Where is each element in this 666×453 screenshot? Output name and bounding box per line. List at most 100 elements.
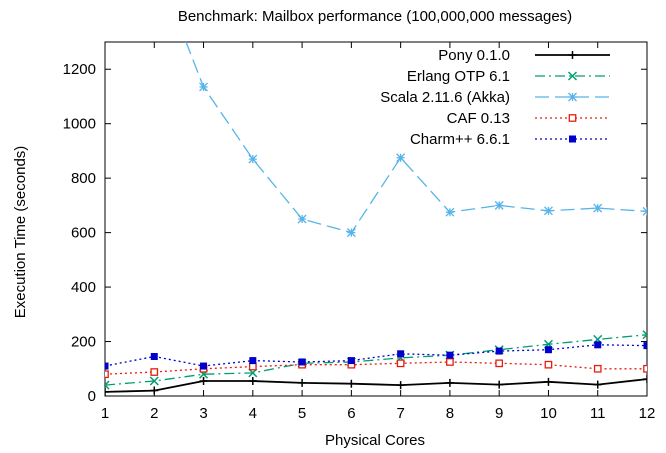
data-point [249,357,257,365]
plus-marker [298,378,307,387]
data-point [105,387,109,396]
data-point [200,362,208,370]
data-point [593,380,602,389]
data-point [298,358,306,366]
legend-label: Scala 2.11.6 (Akka) [380,89,510,106]
open-square-marker [396,359,405,368]
x-tick-label: 2 [150,405,158,422]
data-point [150,368,159,376]
y-tick-label: 600 [71,225,96,242]
star-marker [346,228,356,238]
data-series-group [105,42,647,396]
x-axis-title: Physical Cores [325,432,425,449]
data-point [150,353,158,361]
data-point [643,342,647,350]
data-point [594,341,602,349]
plus-marker [643,375,647,384]
open-square-marker [105,370,109,379]
legend-item-4: Charm++ 6.6.1 [410,131,610,148]
star-marker [297,214,307,224]
x-marker [149,376,159,386]
y-tick-label: 1200 [63,61,96,78]
data-point [495,359,504,368]
legend-marker [568,114,577,122]
filled-square-marker [544,346,552,354]
plus-marker [593,380,602,389]
open-square-marker [643,364,647,373]
data-point [347,357,355,365]
data-point [248,377,257,386]
data-point [105,380,110,390]
data-point [643,375,647,384]
plus-marker [495,380,504,389]
series-line [105,378,647,393]
legend-marker [568,92,577,102]
filled-square-marker [105,362,109,370]
plus-marker [544,377,553,386]
filled-square-marker [200,362,208,370]
open-square-marker [568,114,577,122]
x-tick-label: 12 [639,405,656,422]
legend-label: Pony 0.1.0 [438,47,510,64]
x-tick-label: 9 [495,405,503,422]
data-point [248,362,257,371]
series-line [105,361,647,375]
legend-label: Erlang OTP 6.1 [407,68,510,85]
filled-square-marker [150,353,158,361]
plus-marker [396,381,405,390]
x-tick-label: 4 [249,405,257,422]
y-tick-label: 1000 [63,116,96,133]
plus-marker [105,387,109,396]
data-point [544,360,553,369]
series-1 [105,330,647,390]
x-tick-label: 11 [590,405,606,422]
data-point [298,378,307,387]
data-point [445,378,454,387]
x-tick-label: 5 [298,405,306,422]
star-marker [494,200,504,210]
data-point [494,200,504,210]
series-line [105,344,647,367]
x-tick-label: 3 [199,405,207,422]
data-point [105,362,109,370]
data-point [397,350,405,358]
legend: Pony 0.1.0 Erlang OTP 6.1 Scala 2.11.6 (Ak… [380,47,610,148]
open-square-marker [495,359,504,368]
open-square-marker [248,362,257,371]
data-point [544,346,552,354]
y-axis-title: Execution Time (seconds) [12,146,29,319]
star-marker [445,207,455,217]
data-point [544,377,553,386]
legend-marker [567,71,578,81]
legend-marker [568,51,577,59]
data-point [495,347,503,355]
data-point [149,376,159,386]
series-line [105,334,647,386]
y-tick-label: 200 [71,334,96,351]
data-point [593,364,602,373]
x-tick-label: 10 [540,405,557,422]
y-tick-label: 800 [71,170,96,187]
legend-item-1: Erlang OTP 6.1 [407,68,610,85]
x-tick-label: 6 [347,405,355,422]
star-marker [642,206,647,216]
legend-label: CAF 0.13 [447,110,510,127]
x-marker [567,71,578,81]
data-point [248,154,258,164]
data-point [297,214,307,224]
legend-item-0: Pony 0.1.0 [438,47,610,64]
star-marker [593,203,603,213]
y-tick-label: 400 [71,279,96,296]
open-square-marker [593,364,602,373]
star-marker [248,154,258,164]
data-point [199,82,209,92]
filled-square-marker [643,342,647,350]
star-marker [543,206,553,216]
y-tick-label: 0 [88,388,96,405]
filled-square-marker [397,350,405,358]
open-square-marker [446,358,454,366]
data-point [396,359,405,368]
series-3 [105,358,647,379]
